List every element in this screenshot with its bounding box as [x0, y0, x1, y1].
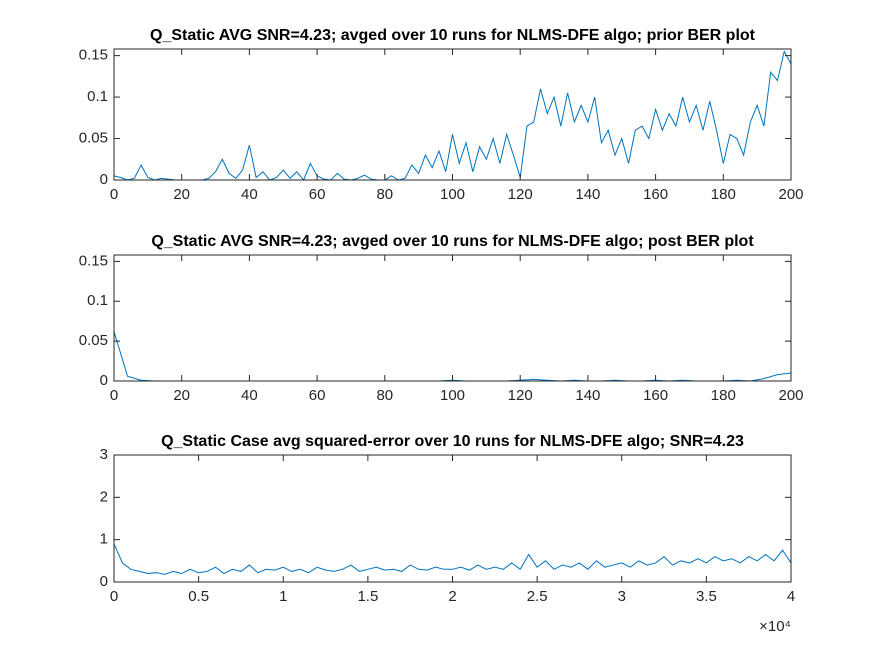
y-tick-label: 0 — [100, 171, 108, 188]
x-tick-label: 160 — [643, 186, 668, 203]
y-tick-label: 0.1 — [87, 88, 108, 105]
x-tick-label: 20 — [173, 186, 190, 203]
y-tick-label: 0.05 — [79, 130, 108, 147]
x-tick-label: 60 — [309, 387, 326, 404]
x-tick-label: 160 — [643, 387, 668, 404]
chart-title: Q_Static AVG SNR=4.23; avged over 10 run… — [150, 27, 756, 44]
x-tick-label: 180 — [711, 186, 736, 203]
y-tick-label: 0.05 — [79, 332, 108, 349]
y-tick-label: 0.15 — [79, 252, 108, 269]
x-tick-label: 40 — [241, 186, 258, 203]
x-tick-label: 80 — [376, 387, 393, 404]
x-tick-label: 200 — [778, 186, 803, 203]
x-tick-label: 0.5 — [188, 588, 209, 605]
y-tick-label: 0 — [100, 573, 108, 590]
x-tick-label: 100 — [440, 387, 465, 404]
x-tick-label: 2 — [448, 588, 456, 605]
x-tick-label: 0 — [110, 387, 118, 404]
x-tick-label: 40 — [241, 387, 258, 404]
x-tick-label: 3.5 — [696, 588, 717, 605]
x-tick-label: 200 — [778, 387, 803, 404]
y-tick-label: 0.1 — [87, 292, 108, 309]
x-tick-label: 4 — [787, 588, 795, 605]
y-tick-label: 2 — [100, 488, 108, 505]
data-line — [113, 50, 792, 181]
x-tick-label: 120 — [508, 186, 533, 203]
x-tick-label: 0 — [110, 186, 118, 203]
x-tick-label: 60 — [309, 186, 326, 203]
y-tick-label: 0 — [100, 372, 108, 389]
chart-title: Q_Static Case avg squared-error over 10 … — [161, 433, 744, 450]
x-tick-label: 3 — [618, 588, 626, 605]
x-multiplier: ×10⁴ — [759, 618, 791, 635]
y-tick-label: 3 — [100, 446, 108, 463]
x-tick-label: 1 — [279, 588, 287, 605]
x-tick-label: 120 — [508, 387, 533, 404]
x-tick-label: 80 — [376, 186, 393, 203]
y-tick-label: 0.15 — [79, 47, 108, 64]
x-tick-label: 0 — [110, 588, 118, 605]
x-tick-label: 180 — [711, 387, 736, 404]
chart-title: Q_Static AVG SNR=4.23; avged over 10 run… — [151, 233, 754, 250]
x-tick-label: 20 — [173, 387, 190, 404]
y-tick-label: 1 — [100, 531, 108, 548]
x-tick-label: 1.5 — [357, 588, 378, 605]
x-tick-label: 140 — [575, 387, 600, 404]
data-line — [113, 543, 792, 575]
x-tick-label: 2.5 — [527, 588, 548, 605]
x-tick-label: 140 — [575, 186, 600, 203]
x-tick-label: 100 — [440, 186, 465, 203]
